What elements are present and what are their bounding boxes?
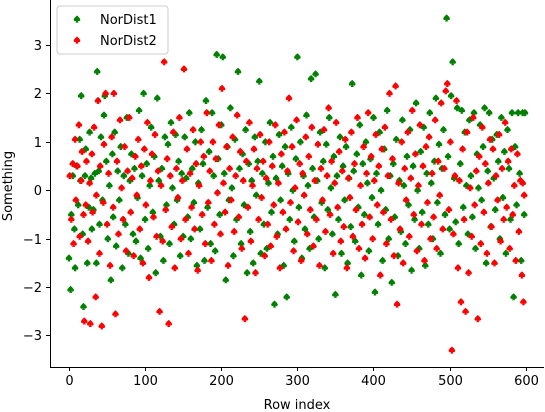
y-tick-label: 3 — [34, 39, 42, 54]
x-axis-label: Row index — [264, 398, 331, 412]
axes-layer: 0 100 200 300 400 500 600 −3 −2 −1 0 1 2 3 — [23, 0, 544, 389]
legend-label-nordist1: NorDist1 — [100, 13, 157, 28]
x-tick-label: 400 — [361, 374, 386, 389]
y-tick-label: 2 — [34, 87, 42, 102]
x-tick-label: 600 — [514, 374, 539, 389]
plot-background — [50, 0, 544, 367]
legend-label-nordist2: NorDist2 — [100, 34, 157, 49]
x-tick-label: 100 — [133, 374, 158, 389]
y-tick-label: −3 — [23, 329, 42, 344]
x-tick-label: 0 — [65, 374, 73, 389]
x-tick-label: 300 — [285, 374, 310, 389]
legend-frame — [56, 5, 169, 55]
y-axis-label: Something — [1, 151, 16, 221]
y-tick-label: 0 — [34, 184, 42, 199]
legend: NorDist1 NorDist2 — [56, 5, 169, 55]
x-tick-label: 200 — [209, 374, 234, 389]
x-tick-label: 500 — [438, 374, 463, 389]
y-tick-label: −1 — [23, 233, 42, 248]
y-tick-label: 1 — [34, 136, 42, 151]
y-tick-label: −2 — [23, 281, 42, 296]
